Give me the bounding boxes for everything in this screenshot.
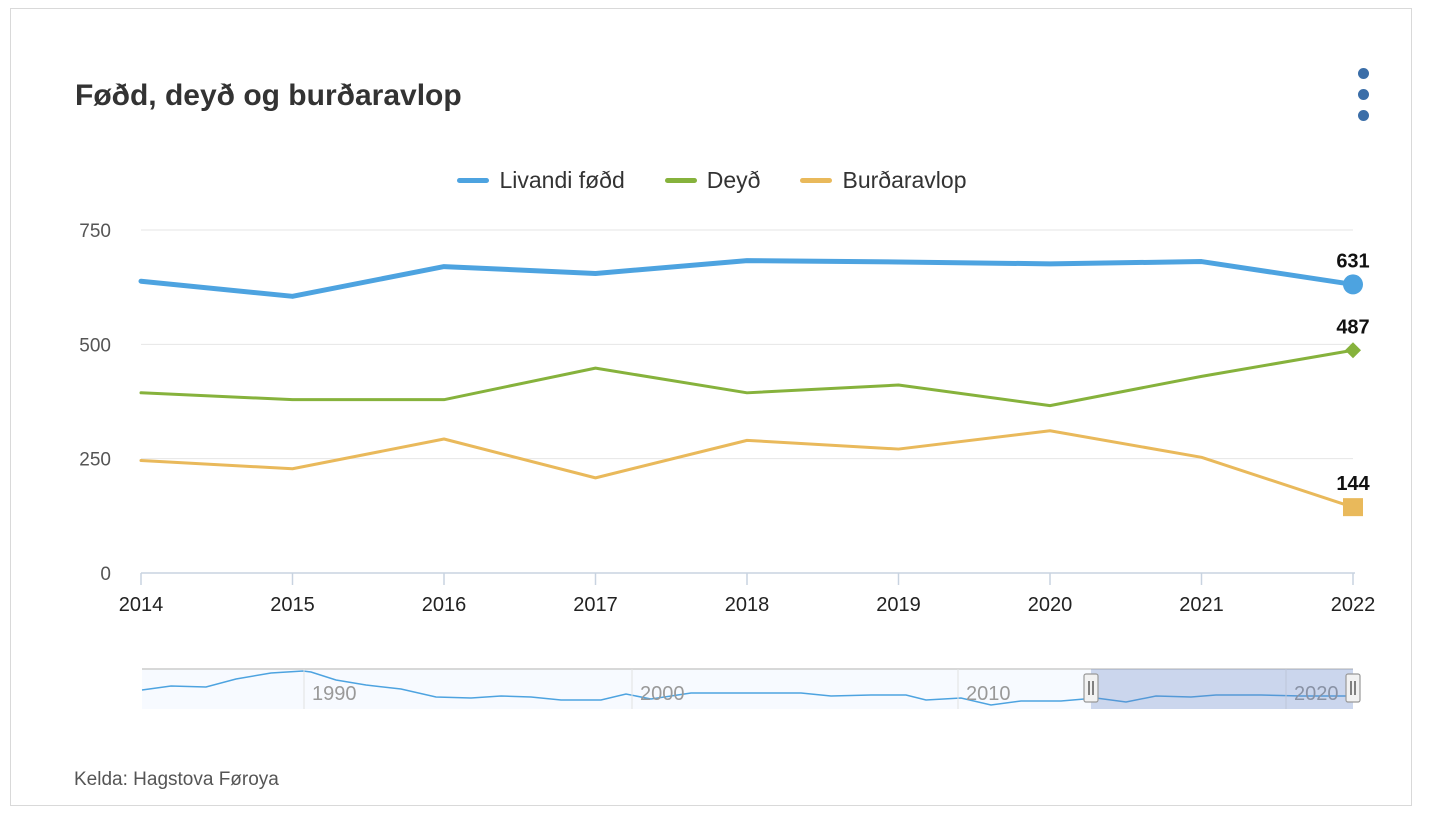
series-line-bur-aravlop[interactable]: [139, 429, 1355, 509]
data-point-dey-[interactable]: [590, 362, 602, 374]
data-point-dey-[interactable]: [1196, 370, 1208, 382]
x-tick-label: 2019: [876, 594, 921, 616]
navigator-handle-left[interactable]: [1083, 673, 1099, 703]
data-point-dey-[interactable]: [438, 394, 450, 406]
legend-item-deyd[interactable]: Deyð: [664, 167, 761, 194]
y-tick-label: 250: [79, 450, 111, 471]
series-line-livandi-f-d[interactable]: [138, 258, 1356, 299]
data-labels: 631 487 144: [1336, 250, 1370, 495]
data-label-bur-aravlop: 144: [1336, 473, 1370, 495]
navigator[interactable]: 1990 2000 2010 2020: [141, 668, 1361, 709]
x-tick-label: 2018: [725, 594, 770, 616]
navigator-label: 2020: [1294, 683, 1339, 705]
data-point-livandi-f-d[interactable]: [590, 267, 602, 279]
navigator-selection[interactable]: [1091, 669, 1353, 709]
data-label-livandi-f-d: 631: [1336, 250, 1369, 272]
data-point-bur-aravlop[interactable]: [893, 443, 905, 455]
handle-body: [1345, 673, 1361, 703]
source-credit: Kelda: Hagstova Føroya: [74, 769, 279, 790]
data-point-dey-[interactable]: [1044, 400, 1056, 412]
y-tick-label: 500: [79, 335, 111, 356]
data-point-bur-aravlop[interactable]: [438, 433, 450, 445]
legend-swatch: [457, 178, 490, 183]
data-point-livandi-f-d[interactable]: [287, 290, 299, 302]
chart-title: Føðd, deyð og burðaravlop: [75, 79, 462, 112]
data-point-bur-aravlop[interactable]: [1196, 451, 1208, 463]
legend-label: Deyð: [706, 167, 761, 193]
legend-label: Livandi føðd: [499, 167, 625, 193]
navigator-label: 2010: [966, 683, 1011, 705]
legend-item-livandi-fodd[interactable]: Livandi føðd: [457, 167, 625, 194]
x-tick-label: 2021: [1179, 594, 1224, 616]
x-tick-label: 2020: [1028, 594, 1073, 616]
menu-dot: [1358, 89, 1369, 100]
x-tick-label: 2014: [119, 594, 164, 616]
end-marker-dey-[interactable]: [1345, 342, 1361, 359]
navigator-handle-right[interactable]: [1345, 673, 1361, 703]
end-marker-livandi-f-d[interactable]: [1343, 274, 1363, 295]
data-point-dey-[interactable]: [135, 387, 147, 399]
legend-item-burdaravlop[interactable]: Burðaravlop: [800, 167, 967, 194]
legend-swatch: [664, 178, 697, 183]
data-point-livandi-f-d[interactable]: [741, 255, 753, 267]
chart-card: Føðd, deyð og burðaravlop Livandi føðd D…: [10, 8, 1412, 806]
legend-label: Burðaravlop: [842, 167, 967, 193]
data-point-bur-aravlop[interactable]: [741, 434, 753, 446]
y-axis: 0 250 500 750: [79, 221, 111, 585]
x-axis: 2014 2015 2016 2017 2018 2019 2020 2021 2022: [119, 572, 1376, 616]
data-point-dey-[interactable]: [287, 394, 299, 406]
data-point-dey-[interactable]: [741, 387, 753, 399]
legend: Livandi føðd Deyð Burðaravlop: [11, 167, 1413, 194]
data-label-dey-: 487: [1336, 316, 1369, 338]
series-group: [135, 255, 1363, 517]
data-point-livandi-f-d[interactable]: [135, 275, 147, 287]
data-point-livandi-f-d[interactable]: [438, 261, 450, 273]
data-point-bur-aravlop[interactable]: [590, 472, 602, 484]
data-point-livandi-f-d[interactable]: [1044, 258, 1056, 270]
y-tick-label: 0: [100, 564, 111, 585]
menu-dot: [1358, 68, 1369, 79]
navigator-label: 2000: [640, 683, 685, 705]
x-tick-label: 2017: [573, 594, 618, 616]
x-tick-label: 2016: [422, 594, 467, 616]
kebab-menu-icon[interactable]: [1349, 65, 1379, 135]
series-line-dey-[interactable]: [139, 348, 1355, 408]
y-tick-label: 750: [79, 221, 111, 242]
data-point-bur-aravlop[interactable]: [135, 454, 147, 466]
data-point-livandi-f-d[interactable]: [893, 256, 905, 268]
x-tick-label: 2022: [1331, 594, 1376, 616]
data-point-bur-aravlop[interactable]: [1044, 425, 1056, 437]
data-point-dey-[interactable]: [893, 379, 905, 391]
menu-dot: [1358, 110, 1369, 121]
handle-body: [1083, 673, 1099, 703]
data-point-livandi-f-d[interactable]: [1196, 256, 1208, 268]
x-tick-label: 2015: [270, 594, 315, 616]
data-point-bur-aravlop[interactable]: [287, 463, 299, 475]
navigator-series-line: [141, 670, 1353, 706]
legend-swatch: [800, 178, 833, 183]
navigator-background: [142, 669, 1353, 709]
navigator-label: 1990: [312, 683, 357, 705]
end-marker-bur-aravlop[interactable]: [1343, 498, 1363, 517]
